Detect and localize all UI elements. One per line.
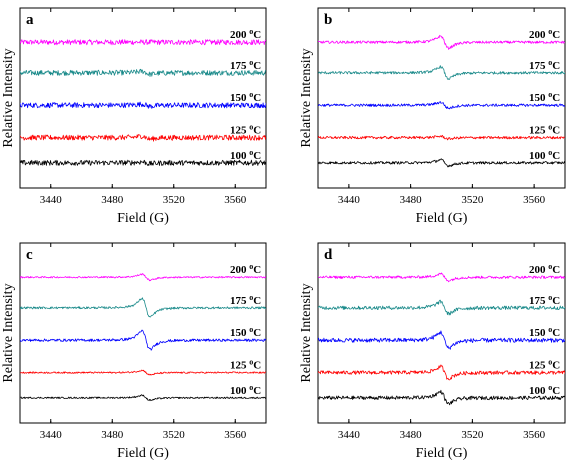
- series-label-175: 175 oC: [230, 58, 261, 72]
- series-label-100: 100 oC: [230, 148, 261, 162]
- panel-letter: c: [26, 247, 33, 263]
- y-axis-label: Relative Intensity: [299, 48, 314, 147]
- x-tick-label: 3480: [101, 194, 124, 206]
- series-line-100: [20, 394, 266, 402]
- y-axis-label: Relative Intensity: [1, 48, 16, 147]
- series-label-200: 200 oC: [230, 262, 261, 276]
- series-line-150: [20, 329, 266, 351]
- x-tick-label: 3480: [101, 429, 124, 441]
- series-label-200: 200 oC: [529, 27, 560, 41]
- plot-frame: [19, 7, 267, 189]
- series-line-200: [318, 272, 565, 283]
- x-tick-label: 3440: [338, 429, 361, 441]
- series-line-200: [20, 273, 266, 282]
- series-line-100: [318, 158, 565, 168]
- series-label-200: 200 oC: [529, 262, 560, 276]
- series-line-150: [318, 330, 565, 350]
- series-label-100: 100 oC: [529, 383, 560, 397]
- x-tick-label: 3480: [400, 429, 423, 441]
- series-label-125: 125 oC: [529, 123, 560, 137]
- x-tick-label: 3520: [461, 429, 484, 441]
- x-tick-label: 3560: [523, 194, 546, 206]
- panel-c: 3440 3480 3520 3560 Field (G) Relative Intens…: [1, 242, 267, 461]
- series-line-100: [20, 159, 266, 166]
- x-tick-label: 3440: [40, 429, 63, 441]
- series-line-175: [318, 65, 565, 80]
- series-line-125: [318, 364, 565, 381]
- panel-d: 3440 3480 3520 3560 Field (G) Relative Intens…: [299, 242, 566, 461]
- series-label-125: 125 oC: [230, 358, 261, 372]
- x-tick-label: 3520: [163, 194, 186, 206]
- x-axis-label: Field (G): [117, 211, 169, 226]
- x-axis-label: Field (G): [416, 211, 468, 226]
- panel-letter: a: [26, 12, 34, 28]
- series-line-175: [318, 299, 565, 316]
- series-label-200: 200 oC: [230, 27, 261, 41]
- series-line-150: [318, 101, 565, 110]
- y-axis-label: Relative Intensity: [299, 283, 314, 382]
- x-axis-label: Field (G): [416, 446, 468, 461]
- panel-b: 3440 3480 3520 3560 Field (G) Relative Intens…: [299, 7, 566, 226]
- series-label-150: 150 oC: [230, 325, 261, 339]
- series-line-200: [20, 39, 266, 46]
- series-line-175: [20, 68, 266, 77]
- series-label-150: 150 oC: [529, 325, 560, 339]
- series-line-100: [318, 389, 565, 406]
- panel-letter: b: [324, 12, 332, 28]
- series-label-125: 125 oC: [230, 123, 261, 137]
- series-line-175: [20, 297, 266, 318]
- x-tick-label: 3440: [338, 194, 361, 206]
- series-line-125: [318, 134, 565, 141]
- plot-frame: [317, 242, 566, 424]
- series-label-175: 175 oC: [230, 293, 261, 307]
- y-axis-label: Relative Intensity: [1, 283, 16, 382]
- x-tick-label: 3480: [400, 194, 423, 206]
- x-tick-label: 3520: [163, 429, 186, 441]
- series-label-175: 175 oC: [529, 58, 560, 72]
- series-label-125: 125 oC: [529, 358, 560, 372]
- series-label-100: 100 oC: [529, 148, 560, 162]
- series-line-150: [20, 101, 266, 109]
- series-label-150: 150 oC: [529, 90, 560, 104]
- series-line-125: [20, 134, 266, 142]
- panel-a: 3440 3480 3520 3560 Field (G) Relative Intens…: [1, 7, 267, 226]
- x-tick-label: 3440: [40, 194, 63, 206]
- x-tick-label: 3560: [523, 429, 546, 441]
- series-label-150: 150 oC: [230, 90, 261, 104]
- x-tick-label: 3520: [461, 194, 484, 206]
- series-line-200: [318, 34, 565, 50]
- series-line-125: [20, 369, 266, 376]
- x-tick-label: 3560: [224, 429, 247, 441]
- panel-letter: d: [324, 247, 333, 263]
- plot-frame: [317, 7, 566, 189]
- plot-frame: [19, 242, 267, 424]
- series-label-175: 175 oC: [529, 293, 560, 307]
- x-axis-label: Field (G): [117, 446, 169, 461]
- x-tick-label: 3560: [224, 194, 247, 206]
- series-label-100: 100 oC: [230, 383, 261, 397]
